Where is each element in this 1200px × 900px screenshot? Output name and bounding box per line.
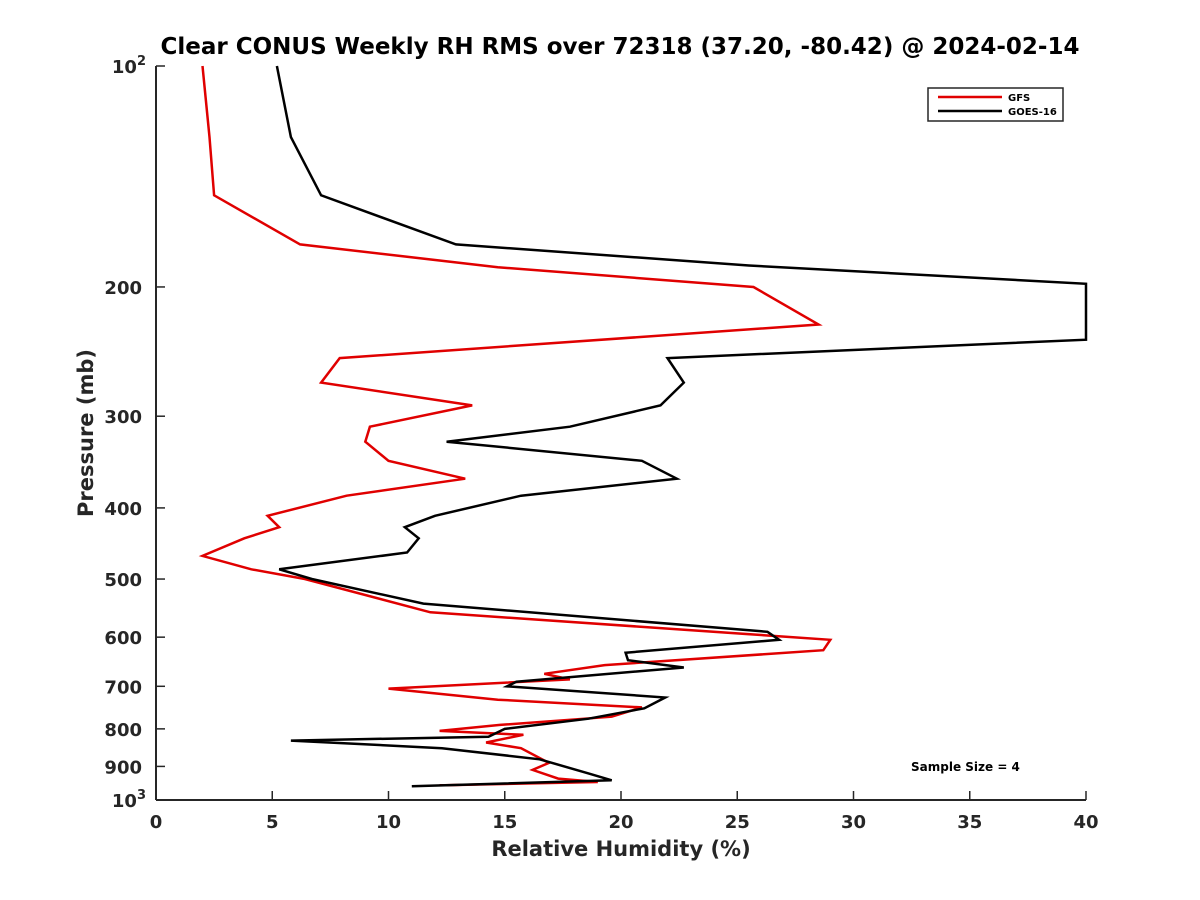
x-tick-label: 10 <box>376 812 401 833</box>
y-ticks: 102 200 300 400 500 600 700 800 900 103 <box>104 54 165 812</box>
x-tick-label: 5 <box>266 812 279 833</box>
legend: GFS GOES-16 <box>927 87 1064 122</box>
x-ticks: 0 5 10 15 20 25 30 35 40 <box>150 791 1099 833</box>
x-tick-label: 30 <box>841 812 866 833</box>
y-tick-label: 200 <box>104 278 142 299</box>
y-tick-label: 500 <box>104 570 142 591</box>
plot-series <box>198 65 1088 788</box>
x-tick-label: 35 <box>957 812 982 833</box>
y-tick-label: 103 <box>112 788 146 812</box>
sample-size-annotation: Sample Size = 4 <box>911 760 1020 774</box>
chart-title: Clear CONUS Weekly RH RMS over 72318 (37… <box>161 34 1080 60</box>
y-tick-label: 102 <box>112 54 146 78</box>
y-tick-label: 400 <box>104 499 142 520</box>
x-axis-label: Relative Humidity (%) <box>491 837 750 861</box>
x-tick-label: 0 <box>150 812 163 833</box>
x-tick-label: 40 <box>1073 812 1098 833</box>
legend-label-gfs: GFS <box>1008 93 1030 104</box>
series-line-goes16 <box>275 65 1088 788</box>
x-tick-label: 15 <box>492 812 517 833</box>
legend-label-goes16: GOES-16 <box>1008 107 1057 118</box>
y-tick-label: 300 <box>104 407 142 428</box>
series-line-gfs <box>198 65 833 787</box>
y-tick-label: 600 <box>104 628 142 649</box>
y-axis-label: Pressure (mb) <box>74 349 98 517</box>
legend-box <box>927 87 1064 122</box>
y-tick-label: 800 <box>104 720 142 741</box>
x-tick-label: 25 <box>725 812 750 833</box>
y-tick-label: 700 <box>104 677 142 698</box>
x-tick-label: 20 <box>608 812 633 833</box>
y-tick-label: 900 <box>104 757 142 778</box>
